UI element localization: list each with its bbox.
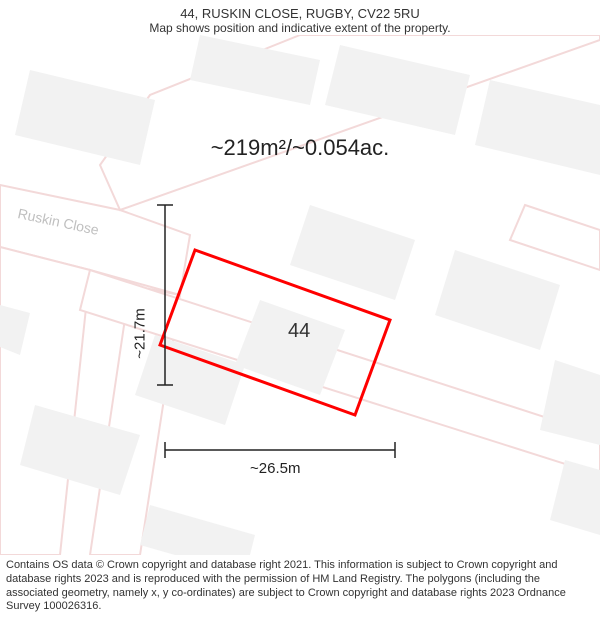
map-panel: ~219m²/~0.054ac. Ruskin Close 44 ~21.7m … <box>0 35 600 555</box>
area-label: ~219m²/~0.054ac. <box>211 135 390 161</box>
map-svg <box>0 35 600 555</box>
header: 44, RUSKIN CLOSE, RUGBY, CV22 5RU Map sh… <box>0 0 600 35</box>
width-dim-label: ~26.5m <box>250 460 300 477</box>
footer-copyright: Contains OS data © Crown copyright and d… <box>0 555 600 620</box>
page-subtitle: Map shows position and indicative extent… <box>0 21 600 35</box>
page-title: 44, RUSKIN CLOSE, RUGBY, CV22 5RU <box>0 6 600 21</box>
house-number-label: 44 <box>288 320 310 343</box>
height-dim-label: ~21.7m <box>132 308 149 358</box>
